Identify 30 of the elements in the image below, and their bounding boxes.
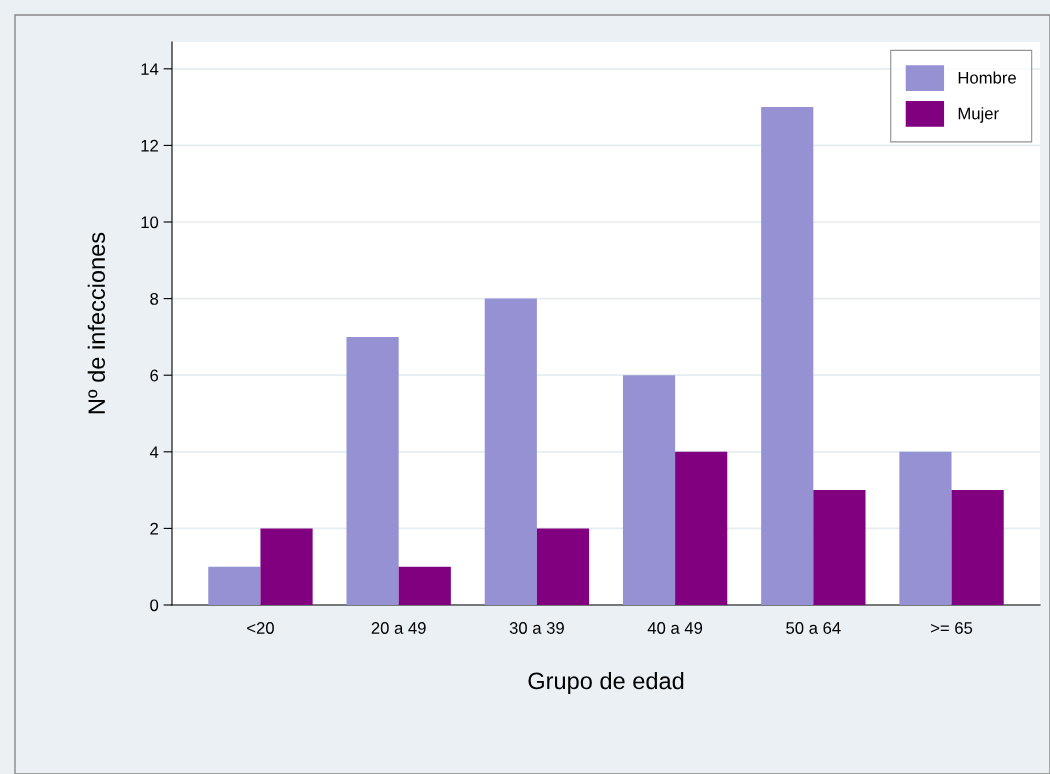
- legend-label: Hombre: [958, 71, 1016, 84]
- bar: [346, 336, 399, 605]
- y-tick-label: 6: [150, 369, 159, 382]
- bar: [536, 528, 590, 605]
- y-tick-label: 14: [141, 63, 159, 75]
- x-tick-label: >= 65: [931, 622, 973, 634]
- y-tick-label: 8: [150, 293, 159, 305]
- legend-label: Mujer: [958, 107, 999, 123]
- bar: [899, 451, 952, 605]
- x-tick-label: 40 a 49: [647, 622, 703, 634]
- x-tick-label: 30 a 39: [509, 622, 564, 634]
- y-tick-label: 0: [150, 599, 159, 612]
- bar: [761, 107, 814, 605]
- bar: [675, 451, 728, 605]
- bar: [622, 375, 676, 605]
- x-tick-label: <20: [247, 622, 274, 634]
- bar: [951, 490, 1004, 605]
- y-tick-label: 10: [141, 216, 159, 229]
- y-tick-label: 12: [141, 139, 158, 152]
- x-tick-label: 50 a 64: [786, 622, 841, 634]
- bar: [398, 566, 451, 605]
- y-tick-label: 2: [150, 522, 158, 535]
- x-tick-label: 20 a 49: [371, 622, 426, 634]
- x-axis-title: Grupo de edad: [528, 671, 684, 694]
- bar: [260, 528, 313, 605]
- y-tick-label: 4: [149, 446, 159, 458]
- y-axis-title: Nº de infecciones: [87, 232, 106, 414]
- bar: [208, 566, 261, 605]
- bar: [484, 298, 537, 605]
- bar: [813, 490, 866, 605]
